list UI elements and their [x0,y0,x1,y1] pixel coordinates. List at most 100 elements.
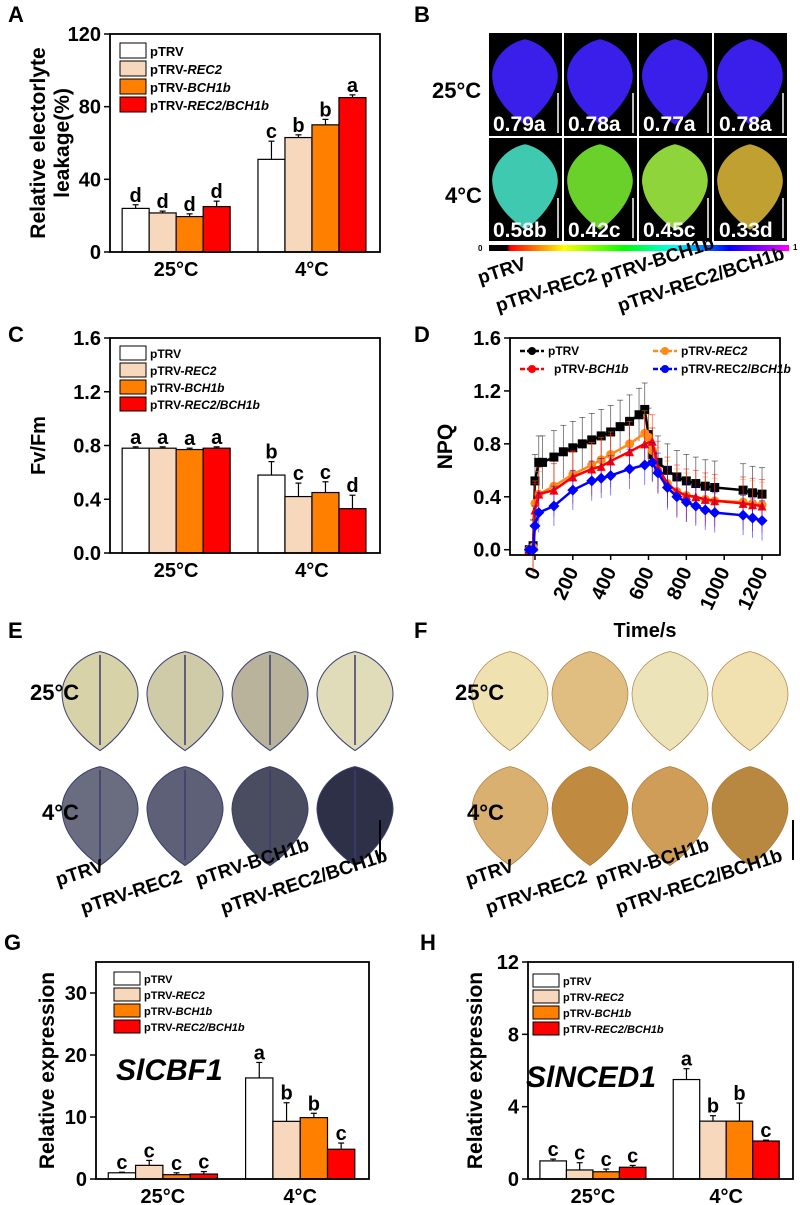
legend-swatch [113,1003,141,1018]
data-point [661,482,673,494]
leaf-image [492,144,558,230]
bar [175,448,204,554]
x-tick-label: 800 [663,564,697,604]
legend-swatch [119,42,147,59]
legend-swatch [119,379,147,395]
leaf-image [567,39,633,125]
y-tick-label: 20 [65,1045,87,1067]
leaf-image [492,39,558,125]
data-point [624,463,636,475]
significance-letter: b [308,1093,320,1115]
legend-label: pTRV [144,974,173,986]
significance-letter: c [320,462,331,484]
data-point [652,467,664,479]
data-point [596,431,606,441]
bar [257,158,286,253]
axes-frame [109,33,381,253]
legend-label: pTRV [548,344,579,358]
x-tick-label: 1200 [734,564,773,614]
significance-letter: b [733,1083,745,1105]
significance-letter: a [681,1049,693,1071]
y-tick-label: 0 [508,1169,519,1191]
colorbar [489,245,789,251]
data-point [747,512,759,524]
leaf-image [642,144,708,230]
bar [175,215,204,253]
data-point [646,456,658,468]
bar [592,1171,621,1180]
bar [311,491,340,554]
x-tick-label: 1000 [696,564,735,614]
significance-letter: c [144,1140,155,1162]
data-point [568,443,578,453]
significance-letter: c [198,1152,209,1174]
data-point [529,520,541,532]
data-point [699,504,711,516]
e-row-label-25: 25°C [30,680,80,705]
data-point [671,491,683,503]
legend-marker [661,347,669,355]
b-value: 0.78a [719,113,772,136]
y-tick-label: 0.0 [73,543,101,565]
y-tick-label: 1.2 [73,382,101,404]
legend-swatch [119,96,147,113]
data-point [690,500,702,512]
y-tick-label: 0.4 [473,487,502,509]
series-pTRV [524,382,767,573]
legend-swatch [119,60,147,77]
legend-label: pTRV-BCH1b [144,1006,213,1018]
bar [299,1117,329,1180]
chart-a: 0 40 80 120 Relative electorlyte leakage(%) 25… [27,24,381,281]
data-point [538,457,548,467]
significance-letter: b [319,99,331,121]
legend-swatch [532,1005,560,1020]
legend-label: pTRV [150,44,184,59]
panel-label-e: E [8,618,23,643]
colorbar-min: 0 [478,244,483,253]
bar [539,1160,568,1180]
legend-label: pTRV-BCH1b [150,80,231,95]
x-axis-label: Time/s [614,620,677,642]
dab-stained-leaf [711,651,789,751]
y-axis-label: Relative electorlyte [27,47,50,238]
y-tick-label: 0.8 [73,436,101,458]
data-point [595,472,607,484]
b-value: 0.42c [568,219,621,242]
data-point [605,470,617,482]
data-point [567,484,579,496]
x-category-label: 4°C [295,259,329,281]
data-point [634,410,644,420]
panel-label-c: C [8,322,24,347]
significance-letter: d [130,185,142,207]
bar [311,124,340,253]
x-category-label: 25°C [154,560,199,582]
legend-label: pTRV-REC2 [563,992,624,1004]
data-point [533,507,545,519]
panel-label-f: F [414,618,428,643]
legend-marker [528,347,536,355]
significance-letter: a [130,427,142,449]
y-tick-label: 120 [68,24,101,46]
x-tick-label: 200 [549,564,583,604]
significance-letter: a [254,1042,266,1064]
leaf-image [567,144,633,230]
dab-stained-leaf [631,651,709,751]
data-point [549,452,559,462]
legend-swatch [532,973,560,988]
y-tick-label: 1.6 [473,328,501,350]
bar [121,447,150,554]
bar [148,212,177,253]
bar [326,1148,356,1180]
data-point [756,515,768,527]
legend-label: pTRV [563,976,592,988]
y-axis-label: NPQ [434,424,457,470]
bar [725,1120,754,1180]
panel-label-h: H [420,930,436,955]
y-tick-label: 4 [508,1097,520,1119]
significance-letter: a [157,427,169,449]
legend-marker [528,365,536,373]
data-point [680,496,692,508]
bar [257,474,286,554]
